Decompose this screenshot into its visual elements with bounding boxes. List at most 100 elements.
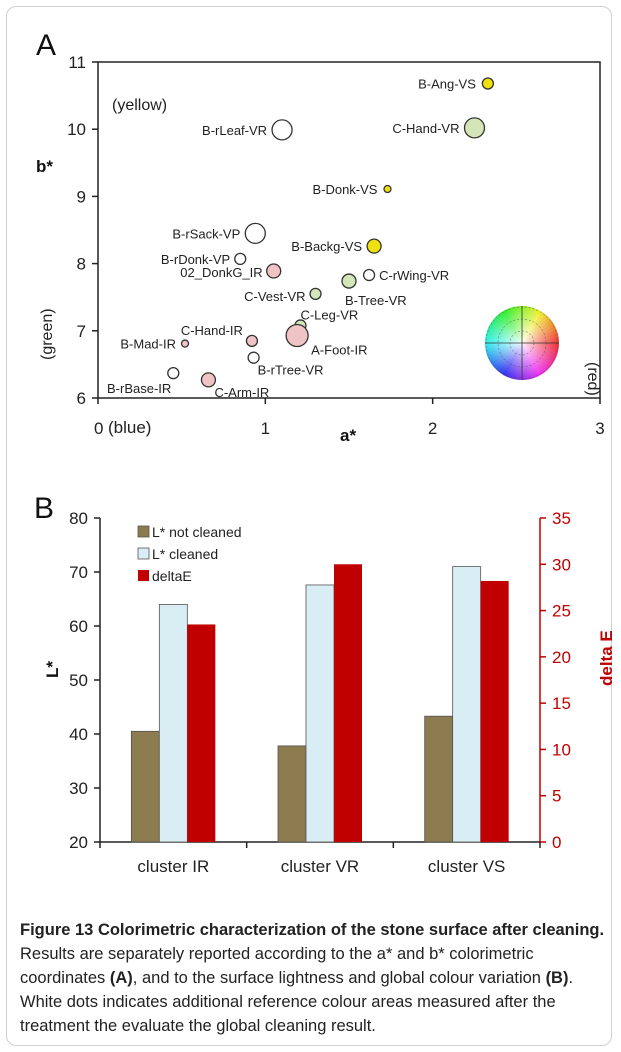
scatter-point — [245, 334, 259, 348]
legend-label: L* not cleaned — [152, 524, 242, 540]
y2-tick-label-b: 15 — [552, 694, 571, 713]
bar — [424, 715, 454, 843]
y-tick-label-b: 70 — [69, 563, 88, 582]
scatter-point — [285, 323, 309, 348]
y-tick-label-a: 10 — [67, 120, 86, 139]
point-label: A-Foot-IR — [311, 343, 367, 358]
point-label: B-rTree-VR — [258, 363, 324, 378]
figure-frame — [6, 6, 612, 1046]
y-axis-label-b: L* — [43, 661, 62, 678]
y-tick-label-b: 20 — [69, 833, 88, 852]
scatter-point — [366, 238, 382, 254]
x-tick-label-a: 2 — [428, 419, 437, 438]
y2-tick-label-b: 30 — [552, 555, 571, 574]
point-label: B-rBase-IR — [107, 381, 171, 396]
bar — [305, 584, 335, 843]
bar — [277, 745, 307, 843]
point-label: B-Ang-VS — [418, 77, 476, 92]
legend-swatch — [137, 547, 150, 560]
y-tick-label-b: 80 — [69, 509, 88, 528]
caption-text-1: Results are separately reported accordin… — [20, 945, 534, 987]
y-tick-label-b: 40 — [69, 725, 88, 744]
scatter-point — [180, 339, 190, 348]
scatter-point — [383, 184, 392, 194]
bar — [130, 730, 160, 843]
scatter-point — [271, 119, 293, 141]
y-tick-label-b: 50 — [69, 671, 88, 690]
bar — [452, 566, 482, 843]
point-label: B-Backg-VS — [291, 239, 362, 254]
x-tick-label-a: 1 — [261, 419, 270, 438]
point-label: C-Vest-VR — [244, 289, 305, 304]
scatter-point — [244, 222, 266, 245]
scatter-point — [309, 287, 322, 300]
y-tick-label-a: 11 — [68, 53, 86, 72]
y2-axis-label-b: delta E — [597, 630, 616, 686]
point-label: B-Donk-VS — [312, 182, 377, 197]
point-label: C-Hand-VR — [392, 121, 459, 136]
y-tick-label-a: 9 — [77, 187, 86, 206]
scatter-point — [463, 117, 486, 139]
caption-title: Figure 13 Colorimetric characterization … — [20, 921, 605, 939]
point-label: B-Tree-VR — [345, 293, 407, 308]
x-tick-label-a: 0 — [94, 419, 103, 438]
y2-tick-label-b: 10 — [552, 740, 571, 759]
y-tick-label-b: 30 — [69, 779, 88, 798]
bars-b — [130, 564, 509, 843]
scatter-point — [247, 351, 260, 364]
scatter-point — [167, 366, 180, 380]
legend-label: L* cleaned — [152, 546, 218, 562]
y-axis-label-a: b* — [36, 157, 53, 176]
point-label: B-rLeaf-VR — [202, 123, 267, 138]
y2-tick-label-b: 0 — [552, 833, 561, 852]
point-label: C-Hand-IR — [181, 323, 243, 338]
bar — [158, 603, 188, 843]
caption-text-2: , and to the surface lightness and globa… — [132, 969, 546, 987]
legend-label: deltaE — [152, 568, 192, 584]
scatter-point — [200, 372, 217, 388]
point-label: B-rSack-VP — [172, 226, 240, 241]
caption-ref-b: (B) — [545, 969, 569, 987]
annotation-blue: (blue) — [108, 418, 151, 437]
scatter-point — [234, 252, 247, 266]
y2-tick-label-b: 5 — [552, 787, 561, 806]
point-label: B-rDonk-VP — [161, 252, 230, 267]
point-label: B-Mad-IR — [120, 337, 176, 352]
bar — [334, 564, 362, 842]
panel-label-b: B — [34, 492, 54, 525]
y2-tick-label-b: 25 — [552, 602, 571, 621]
figure-caption: Figure 13 Colorimetric characterization … — [20, 918, 610, 1038]
scatter-point — [341, 273, 357, 289]
annotation-red: (red) — [584, 362, 601, 396]
y2-tick-label-b: 35 — [552, 509, 571, 528]
legend-swatch — [138, 570, 149, 581]
point-label: 02_DonkG_IR — [180, 265, 262, 280]
bar — [480, 580, 509, 842]
points-a: B-Ang-VS B-rLeaf-VR C-Hand-VR B-Donk-VS B-rS… — [107, 77, 495, 400]
axes-b: 20 30 40 50 60 70 80 0 5 10 15 20 25 30 35 cluster IR cl… — [69, 509, 571, 876]
y-tick-label-b: 60 — [69, 617, 88, 636]
legend-b: L* not cleaned L* cleaned deltaE — [137, 524, 242, 584]
bar — [187, 624, 216, 842]
annotation-green: (green) — [39, 308, 56, 360]
axes-a: 0 1 2 3 6 7 8 9 10 11 — [67, 53, 605, 438]
color-wheel-icon — [485, 306, 559, 380]
category-label: cluster VS — [428, 857, 505, 876]
point-label: C-rWing-VR — [379, 268, 449, 283]
annotation-yellow: (yellow) — [112, 97, 167, 114]
point-label: C-Leg-VR — [300, 307, 358, 322]
caption-text-3: . White dots indicates additional refere… — [20, 969, 574, 1035]
bar-chart-b: B 20 30 40 50 60 70 80 0 5 10 15 20 25 30 35 cluster IR… — [34, 492, 616, 876]
caption-ref-a: (A) — [109, 969, 133, 987]
legend-swatch — [137, 525, 150, 538]
y-tick-label-a: 7 — [77, 322, 86, 341]
category-label: cluster IR — [137, 857, 209, 876]
scatter-point — [266, 263, 282, 279]
y2-tick-label-b: 20 — [552, 648, 571, 667]
plot-frame-a — [97, 61, 601, 399]
y-tick-label-a: 8 — [77, 255, 86, 274]
point-label: C-Arm-IR — [214, 385, 269, 400]
scatter-point — [481, 77, 495, 90]
x-axis-label-a: a* — [340, 426, 356, 445]
scatter-chart-a: A 0 1 2 3 6 7 8 9 10 11 B-Ang-VS B-rLeaf-VR C-Hand-… — [36, 29, 605, 445]
